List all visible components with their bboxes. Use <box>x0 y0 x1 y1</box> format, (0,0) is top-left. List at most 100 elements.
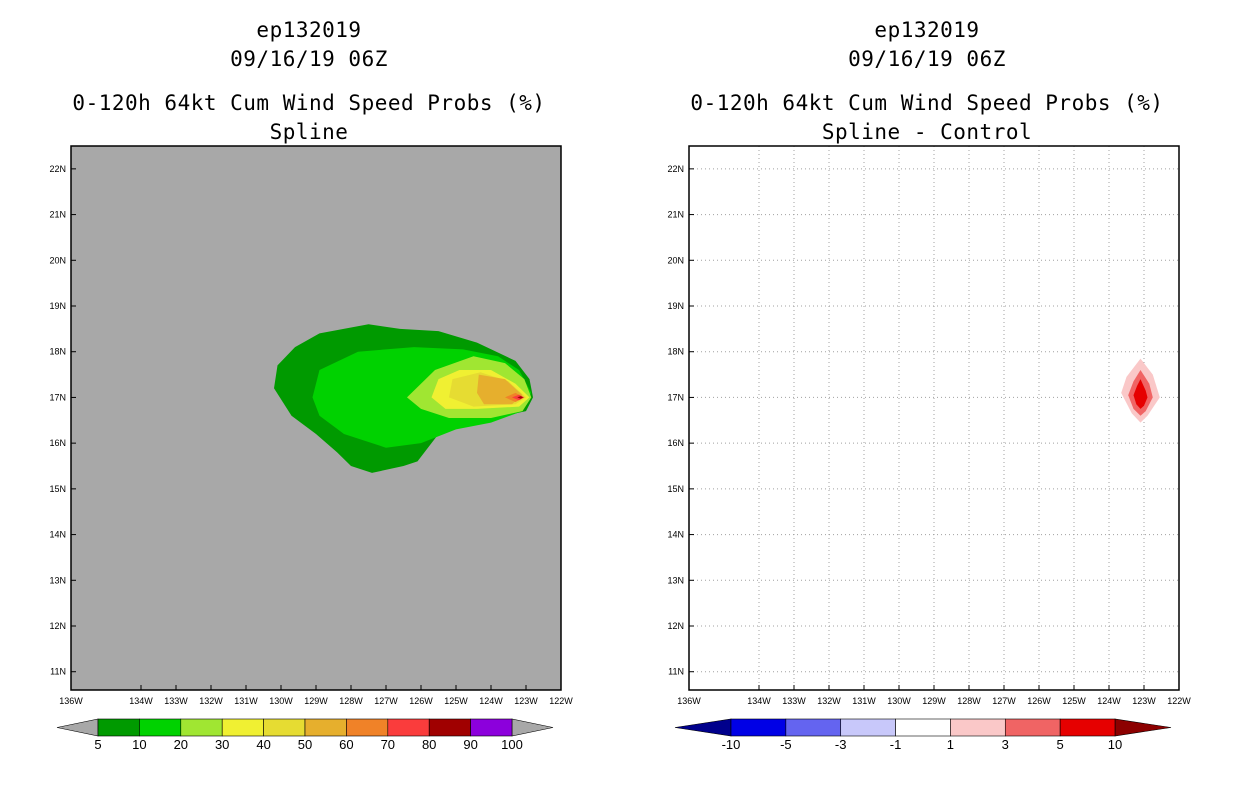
colorbar-swatch <box>730 718 787 737</box>
colorbar-swatch <box>304 718 347 737</box>
x-tick-label: 127W <box>374 696 398 706</box>
colorbar-label: 5 <box>1057 737 1064 752</box>
x-tick-label: 123W <box>1132 696 1156 706</box>
colorbar-swatch <box>346 718 389 737</box>
x-tick-label: 122W <box>549 696 573 706</box>
x-tick-label: 133W <box>164 696 188 706</box>
x-tick-label: 125W <box>1062 696 1086 706</box>
colorbar-label: 70 <box>381 737 395 752</box>
y-tick-label: 20N <box>667 255 684 265</box>
colorbar-swatch <box>895 718 951 737</box>
x-tick-label: 132W <box>817 696 841 706</box>
x-tick-label: 125W <box>444 696 468 706</box>
y-tick-label: 12N <box>49 621 66 631</box>
x-tick-label: 133W <box>782 696 806 706</box>
spline-probability-map: 136W 134W 133W 132W 131W 130W 129W 128W 127W 126W… <box>49 145 573 752</box>
chart-subtitle: Spline - Control <box>821 120 1033 144</box>
y-tick-label: 17N <box>667 392 684 402</box>
x-tick-label: 124W <box>1097 696 1121 706</box>
datetime-title: 09/16/19 06Z <box>848 47 1006 71</box>
colorbar-label: 90 <box>463 737 477 752</box>
colorbar-label: -3 <box>835 737 847 752</box>
colorbar-swatch <box>840 718 896 737</box>
colorbar-label: -5 <box>780 737 792 752</box>
chart-panel-spline: ep132019 09/16/19 06Z 0-120h 64kt Cum Wi… <box>49 18 573 752</box>
y-tick-label: 20N <box>49 255 66 265</box>
colorbar-swatch <box>97 718 140 737</box>
y-tick-label: 19N <box>667 301 684 311</box>
colorbar-label: -10 <box>722 737 741 752</box>
x-tick-label: 126W <box>409 696 433 706</box>
y-tick-label: 22N <box>667 164 684 174</box>
storm-id-title: ep132019 <box>874 18 980 42</box>
colorbar-label: 3 <box>1002 737 1009 752</box>
x-tick-label: 128W <box>957 696 981 706</box>
colorbar-swatch <box>180 718 223 737</box>
chart-panel-difference: ep132019 09/16/19 06Z 0-120h 64kt Cum Wi… <box>618 0 1236 800</box>
y-tick-label: 11N <box>50 667 66 677</box>
x-tick-label: 134W <box>747 696 771 706</box>
x-tick-label: 130W <box>887 696 911 706</box>
colorbar-swatch <box>470 718 513 737</box>
storm-id-title: ep132019 <box>256 18 362 42</box>
x-tick-label: 131W <box>852 696 876 706</box>
datetime-title: 09/16/19 06Z <box>230 47 388 71</box>
colorbar-label: 1 <box>947 737 954 752</box>
colorbar-label: 100 <box>501 737 523 752</box>
colorbar-label: 10 <box>1108 737 1122 752</box>
x-tick-label: 134W <box>129 696 153 706</box>
colorbar-label: 80 <box>422 737 436 752</box>
colorbar-label: -1 <box>890 737 902 752</box>
colorbar-label: 40 <box>256 737 270 752</box>
y-tick-label: 14N <box>667 530 684 540</box>
y-tick-label: 14N <box>49 530 66 540</box>
x-tick-label: 129W <box>304 696 328 706</box>
colorbar-label: 5 <box>94 737 101 752</box>
y-tick-label: 18N <box>49 347 66 357</box>
colorbar-left-arrow <box>56 718 99 737</box>
colorbar-left-arrow <box>674 718 732 737</box>
y-tick-label: 17N <box>49 392 66 402</box>
colorbar-swatch <box>950 718 1006 737</box>
colorbar-label: 30 <box>215 737 229 752</box>
y-tick-label: 16N <box>667 438 684 448</box>
colorbar-swatch <box>139 718 182 737</box>
x-tick-label: 124W <box>479 696 503 706</box>
contour-region-5 <box>1133 379 1148 409</box>
colorbar-label: 60 <box>339 737 353 752</box>
x-tick-label: 129W <box>922 696 946 706</box>
y-tick-label: 13N <box>667 575 684 585</box>
x-tick-label: 132W <box>199 696 223 706</box>
y-tick-label: 18N <box>667 347 684 357</box>
x-tick-label: 131W <box>234 696 258 706</box>
y-tick-label: 13N <box>49 575 66 585</box>
x-tick-label: 123W <box>514 696 538 706</box>
chart-title: 0-120h 64kt Cum Wind Speed Probs (%) <box>690 91 1164 115</box>
colorbar-label: 20 <box>174 737 188 752</box>
y-tick-label: 15N <box>49 484 66 494</box>
y-tick-label: 19N <box>49 301 66 311</box>
colorbar-swatch <box>221 718 264 737</box>
colorbar-swatch <box>1004 718 1061 737</box>
y-tick-label: 11N <box>668 667 684 677</box>
colorbar-label: 50 <box>298 737 312 752</box>
colorbar-swatch <box>785 718 842 737</box>
x-tick-label: 127W <box>992 696 1016 706</box>
y-tick-label: 12N <box>667 621 684 631</box>
contour-region-80 <box>517 396 524 399</box>
y-tick-label: 16N <box>49 438 66 448</box>
colorbar-right-arrow <box>1114 718 1172 737</box>
y-tick-label: 15N <box>667 484 684 494</box>
y-tick-label: 21N <box>667 210 684 220</box>
spline-minus-control-map: 136W 134W 133W 132W 131W 130W 129W 128W 127W 126W… <box>667 145 1191 752</box>
colorbar-label: 10 <box>132 737 146 752</box>
y-tick-label: 21N <box>49 210 66 220</box>
chart-title: 0-120h 64kt Cum Wind Speed Probs (%) <box>72 91 546 115</box>
x-tick-label: 136W <box>59 696 83 706</box>
x-tick-label: 136W <box>677 696 701 706</box>
colorbar-swatch <box>263 718 306 737</box>
chart-subtitle: Spline <box>269 120 349 144</box>
x-tick-label: 126W <box>1027 696 1051 706</box>
x-tick-label: 128W <box>339 696 363 706</box>
x-tick-label: 130W <box>269 696 293 706</box>
